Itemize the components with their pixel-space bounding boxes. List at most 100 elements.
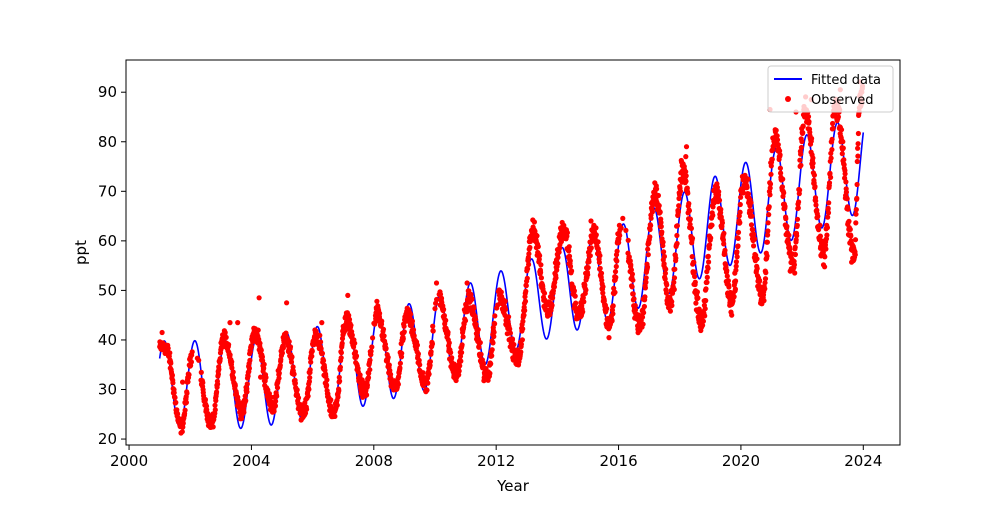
- observed-point: [718, 206, 724, 212]
- observed-point: [627, 258, 633, 264]
- observed-point: [794, 222, 800, 228]
- observed-point: [349, 332, 355, 338]
- observed-point: [580, 309, 586, 315]
- observed-point: [555, 260, 561, 267]
- observed-point: [175, 411, 181, 417]
- observed-point: [498, 289, 504, 295]
- observed-point: [765, 220, 771, 226]
- observed-point: [764, 253, 770, 259]
- observed-point: [598, 270, 605, 276]
- observed-point: [387, 367, 393, 374]
- observed-point: [511, 341, 517, 348]
- observed-point: [572, 293, 578, 299]
- observed-point: [242, 393, 248, 399]
- observed-point: [610, 311, 616, 317]
- x-tick-label: 2004: [232, 452, 270, 470]
- observed-point: [822, 264, 828, 270]
- observed-point: [475, 327, 481, 333]
- observed-point: [471, 305, 477, 311]
- observed-point: [737, 201, 743, 208]
- observed-point: [656, 203, 662, 209]
- observed-point: [318, 346, 324, 352]
- observed-point: [726, 284, 732, 290]
- observed-point: [273, 398, 279, 404]
- observed-point: [767, 181, 774, 187]
- observed-point: [324, 382, 330, 388]
- observed-point: [811, 172, 818, 178]
- observed-point: [612, 269, 619, 275]
- observed-point: [588, 239, 594, 246]
- observed-point: [596, 259, 603, 265]
- observed-point: [606, 335, 612, 341]
- observed-point: [478, 351, 484, 357]
- observed-point: [502, 306, 509, 312]
- legend-label-fitted: Fitted data: [811, 73, 881, 88]
- observed-point: [489, 353, 495, 359]
- observed-point: [386, 362, 392, 368]
- observed-point: [662, 276, 668, 282]
- observed-point: [641, 310, 647, 316]
- observed-point: [306, 386, 312, 392]
- observed-point: [748, 208, 754, 214]
- observed-point: [855, 141, 861, 147]
- observed-point: [210, 424, 216, 430]
- observed-point: [185, 379, 191, 385]
- observed-point: [784, 223, 790, 229]
- observed-point: [729, 312, 735, 318]
- observed-point: [762, 280, 768, 286]
- observed-point: [626, 254, 632, 260]
- observed-point: [830, 120, 836, 127]
- observed-point: [432, 306, 438, 312]
- observed-point: [722, 247, 728, 253]
- observed-point: [524, 275, 530, 281]
- observed-point: [200, 380, 206, 386]
- observed-point: [813, 202, 819, 208]
- observed-point: [768, 171, 774, 177]
- observed-point: [748, 222, 755, 228]
- observed-point: [812, 183, 818, 190]
- observed-point: [823, 236, 830, 242]
- observed-point: [180, 420, 186, 426]
- observed-point: [600, 290, 606, 296]
- observed-point: [612, 289, 618, 295]
- observed-point: [409, 318, 415, 324]
- observed-point: [523, 288, 529, 294]
- observed-point: [733, 263, 739, 269]
- observed-point: [520, 318, 526, 324]
- observed-point: [309, 353, 315, 359]
- observed-point: [852, 237, 859, 243]
- y-tick-label: 70: [98, 182, 117, 200]
- observed-point: [732, 270, 738, 276]
- observed-point: [183, 399, 189, 406]
- observed-point: [737, 209, 743, 215]
- observed-point: [283, 330, 289, 336]
- observed-point: [364, 392, 370, 398]
- y-axis-label: ppt: [72, 240, 90, 265]
- observed-point: [708, 235, 714, 241]
- observed-point: [425, 380, 431, 386]
- observed-point: [775, 142, 781, 148]
- observed-point: [215, 371, 221, 377]
- observed-point: [645, 252, 651, 258]
- observed-point: [246, 365, 252, 371]
- observed-point: [537, 253, 543, 259]
- observed-point: [822, 254, 828, 260]
- observed-point: [553, 275, 559, 281]
- observed-point: [830, 125, 836, 131]
- observed-point: [744, 184, 750, 190]
- observed-point: [426, 371, 432, 377]
- observed-point: [824, 232, 830, 238]
- observed-point: [401, 329, 407, 335]
- observed-point: [550, 288, 557, 294]
- observed-point: [644, 264, 651, 270]
- observed-point: [410, 327, 417, 333]
- observed-point: [642, 285, 649, 291]
- observed-point: [854, 181, 860, 188]
- observed-point: [810, 155, 816, 161]
- observed-point: [571, 288, 578, 294]
- observed-point: [179, 429, 185, 435]
- y-tick-label: 90: [98, 83, 117, 101]
- observed-point: [734, 249, 740, 255]
- observed-point: [853, 211, 859, 217]
- x-tick-label: 2000: [110, 452, 148, 470]
